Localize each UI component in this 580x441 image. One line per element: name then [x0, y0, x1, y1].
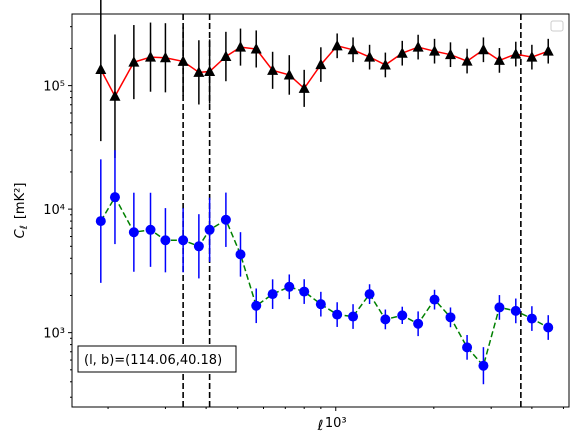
- y-tick-label: 10⁵: [43, 80, 65, 95]
- y-tick-label: 10³: [43, 327, 65, 342]
- data-point-triangle: [461, 55, 473, 66]
- y-axis-label-unit: [mK²]: [13, 183, 28, 220]
- data-point-triangle: [477, 43, 489, 55]
- data-point-circle: [526, 313, 537, 324]
- data-point-circle: [251, 300, 262, 311]
- data-point-triangle: [283, 68, 295, 80]
- data-point-circle: [193, 241, 204, 252]
- y-axis-label: Cℓ [mK²]: [13, 183, 30, 239]
- data-point-circle: [429, 294, 440, 305]
- data-point-circle: [299, 286, 310, 297]
- legend-box: [550, 20, 564, 32]
- data-point-circle: [543, 322, 554, 333]
- x-axis-label: ℓ: [317, 418, 324, 434]
- data-point-circle: [220, 214, 231, 225]
- data-point-circle: [315, 299, 326, 310]
- data-point-circle: [364, 289, 375, 300]
- data-point-triangle: [429, 45, 441, 56]
- series-line: [100, 195, 549, 368]
- y-tick-label: 10⁴: [43, 203, 65, 218]
- data-point-triangle: [315, 58, 327, 70]
- data-point-triangle: [444, 48, 456, 60]
- data-point-triangle: [193, 66, 205, 77]
- data-point-circle: [204, 224, 215, 235]
- data-point-circle: [413, 318, 424, 329]
- data-point-triangle: [379, 58, 391, 70]
- data-point-circle: [145, 224, 156, 235]
- data-point-triangle: [159, 51, 171, 63]
- data-point-triangle: [95, 63, 107, 75]
- data-point-triangle: [204, 65, 216, 77]
- data-point-circle: [445, 312, 456, 323]
- y-axis-label-sub: ℓ: [19, 225, 30, 229]
- data-point-circle: [178, 235, 189, 246]
- data-point-circle: [478, 360, 489, 371]
- data-point-triangle: [526, 51, 538, 62]
- data-point-circle: [494, 302, 505, 313]
- data-point-circle: [235, 249, 246, 260]
- coordinate-annotation: (l, b)=(114.06,40.18): [77, 345, 237, 373]
- data-point-triangle: [331, 39, 343, 51]
- data-point-triangle: [145, 51, 157, 62]
- data-point-triangle: [177, 55, 189, 66]
- data-series: [95, 0, 554, 385]
- data-point-circle: [348, 311, 359, 322]
- data-point-circle: [284, 281, 295, 292]
- data-point-triangle: [364, 51, 376, 62]
- data-point-triangle: [542, 45, 554, 56]
- data-point-circle: [95, 216, 106, 227]
- data-point-circle: [510, 305, 521, 316]
- data-point-circle: [380, 314, 391, 325]
- x-tick-label: 10³: [325, 416, 347, 431]
- data-point-triangle: [510, 48, 522, 59]
- data-point-triangle: [396, 47, 408, 58]
- data-point-triangle: [220, 50, 232, 62]
- data-point-triangle: [298, 82, 310, 93]
- data-point-circle: [397, 310, 408, 321]
- plot-frame: [71, 13, 570, 408]
- data-point-circle: [109, 192, 120, 203]
- data-point-circle: [128, 227, 139, 238]
- data-point-triangle: [493, 54, 505, 65]
- data-point-triangle: [128, 56, 140, 67]
- data-point-triangle: [347, 43, 359, 55]
- data-point-triangle: [109, 90, 121, 101]
- annotation-text: (l, b)=(114.06,40.18): [84, 353, 222, 368]
- data-point-triangle: [412, 41, 424, 52]
- data-point-triangle: [267, 64, 279, 75]
- data-point-circle: [267, 289, 278, 300]
- data-point-circle: [332, 309, 343, 320]
- data-point-circle: [160, 235, 171, 246]
- annotation-box: [77, 345, 237, 373]
- data-point-circle: [462, 342, 473, 353]
- data-point-triangle: [250, 42, 262, 54]
- y-axis-label-main: C: [13, 228, 28, 238]
- data-point-triangle: [234, 41, 246, 52]
